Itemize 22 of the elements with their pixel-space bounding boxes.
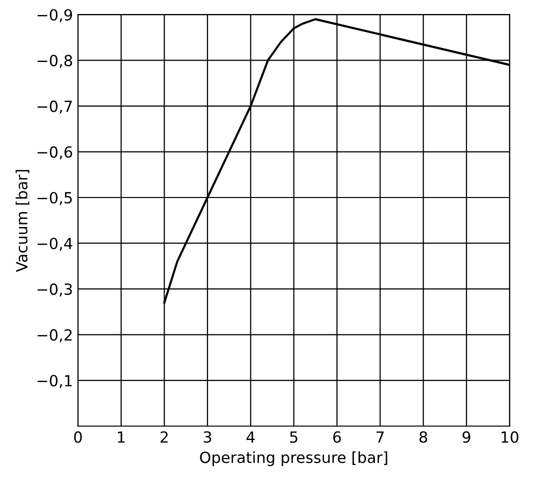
y-tick-label: −0,4 [38,238,72,251]
y-tick-label: −0,8 [38,54,72,68]
x-tick-label: 3 [204,431,212,443]
x-tick-label: 9 [462,431,470,443]
x-axis-title: Operating pressure [bar] [200,451,388,466]
y-tick-label: −0,6 [38,146,72,160]
x-tick-label: 8 [419,431,428,443]
x-tick-label: 4 [246,431,255,443]
y-tick-label: −0,5 [38,192,72,206]
y-tick-label: −0,9 [38,9,72,22]
x-tick-label: 0 [74,431,82,443]
x-tick-label: 10 [502,431,518,443]
x-tick-label: 6 [333,431,341,443]
y-axis-title: Vacuum [bar] [16,170,30,272]
x-tick-label: 2 [160,431,168,443]
y-tick-label: −0,7 [38,100,72,114]
x-tick-label: 5 [290,431,298,443]
x-tick-label: 1 [118,431,125,443]
y-tick-label: −0,2 [38,329,72,342]
x-tick-label: 7 [376,431,384,443]
y-tick-label: −0,3 [38,283,72,297]
y-tick-label: −0,1 [38,374,72,388]
